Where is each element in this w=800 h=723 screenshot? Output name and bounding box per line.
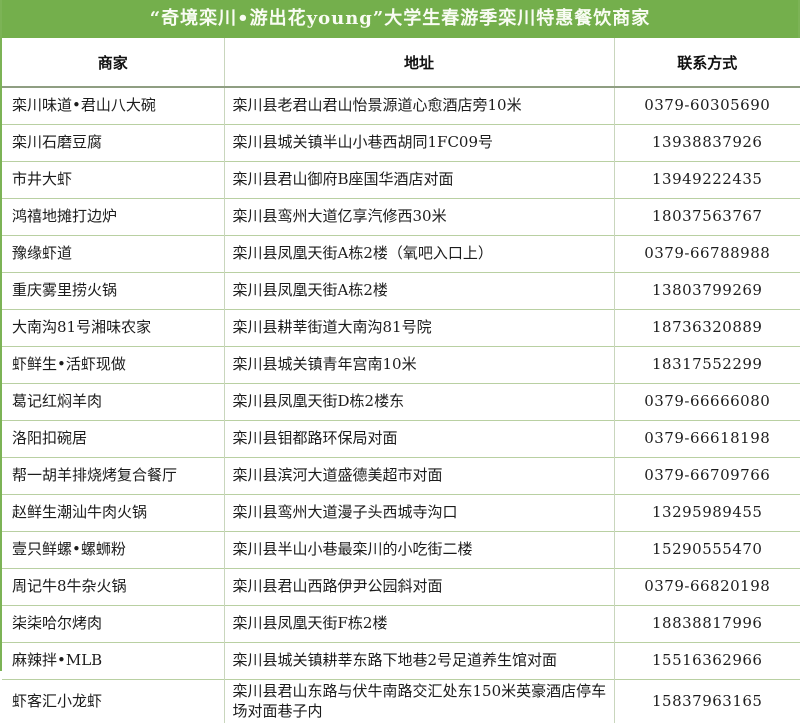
address-cell: 栾川县耕莘街道大南沟81号院: [224, 310, 614, 347]
phone-cell: 0379-66618198: [614, 421, 800, 458]
merchant-name-cell: 葛记红焖羊肉: [2, 384, 224, 421]
merchant-name-cell: 重庆雾里捞火锅: [2, 273, 224, 310]
merchant-name-cell: 栾川石磨豆腐: [2, 125, 224, 162]
address-cell: 栾川县滨河大道盛德美超市对面: [224, 458, 614, 495]
address-cell: 栾川县城关镇青年宫南10米: [224, 347, 614, 384]
promo-table-sheet: “奇境栾川•游出花young”大学生春游季栾川特惠餐饮商家 商家 地址 联系方式…: [0, 0, 800, 671]
phone-cell: 0379-66820198: [614, 569, 800, 606]
address-cell: 栾川县城关镇半山小巷西胡同1FC09号: [224, 125, 614, 162]
phone-cell: 18736320889: [614, 310, 800, 347]
merchant-name-cell: 洛阳扣碗居: [2, 421, 224, 458]
merchant-name-cell: 麻辣拌•MLB: [2, 643, 224, 680]
merchant-name-cell: 壹只鲜螺•螺蛳粉: [2, 532, 224, 569]
merchant-name-cell: 市井大虾: [2, 162, 224, 199]
address-cell: 栾川县钼都路环保局对面: [224, 421, 614, 458]
merchant-name-cell: 帮一胡羊排烧烤复合餐厅: [2, 458, 224, 495]
phone-cell: 18317552299: [614, 347, 800, 384]
phone-cell: 15837963165: [614, 680, 800, 723]
address-cell: 栾川县凤凰天街A栋2楼（氧吧入口上）: [224, 236, 614, 273]
phone-cell: 15290555470: [614, 532, 800, 569]
address-cell: 栾川县君山东路与伏牛南路交汇处东150米英豪酒店停车场对面巷子内: [224, 680, 614, 723]
phone-cell: 0379-66709766: [614, 458, 800, 495]
address-cell: 栾川县城关镇耕莘东路下地巷2号足道养生馆对面: [224, 643, 614, 680]
address-cell: 栾川县凤凰天街A栋2楼: [224, 273, 614, 310]
address-cell: 栾川县君山西路伊尹公园斜对面: [224, 569, 614, 606]
merchant-name-cell: 鸿禧地摊打边炉: [2, 199, 224, 236]
phone-cell: 0379-60305690: [614, 87, 800, 125]
address-cell: 栾川县君山御府B座国华酒店对面: [224, 162, 614, 199]
address-cell: 栾川县凤凰天街F栋2楼: [224, 606, 614, 643]
merchant-name-cell: 赵鲜生潮汕牛肉火锅: [2, 495, 224, 532]
address-cell: 栾川县鸾州大道亿享汽修西30米: [224, 199, 614, 236]
column-header-contact: 联系方式: [614, 38, 800, 87]
discount-restaurants-table: 商家 地址 联系方式 栾川味道•君山八大碗栾川县老君山君山怡景源道心愈酒店旁10…: [2, 38, 800, 723]
phone-cell: 18838817996: [614, 606, 800, 643]
header-row: 商家 地址 联系方式: [2, 38, 800, 87]
merchant-name-cell: 周记牛8牛杂火锅: [2, 569, 224, 606]
phone-cell: 18037563767: [614, 199, 800, 236]
merchant-name-cell: 虾鲜生•活虾现做: [2, 347, 224, 384]
table-row: 豫缘虾道栾川县凤凰天街A栋2楼（氧吧入口上）0379-66788988: [2, 236, 800, 273]
phone-cell: 13295989455: [614, 495, 800, 532]
phone-cell: 13949222435: [614, 162, 800, 199]
table-header: 商家 地址 联系方式: [2, 38, 800, 87]
address-cell: 栾川县凤凰天街D栋2楼东: [224, 384, 614, 421]
merchant-name-cell: 柒柒哈尔烤肉: [2, 606, 224, 643]
column-header-merchant: 商家: [2, 38, 224, 87]
merchant-name-cell: 大南沟81号湘味农家: [2, 310, 224, 347]
column-header-address: 地址: [224, 38, 614, 87]
page-title: “奇境栾川•游出花young”大学生春游季栾川特惠餐饮商家: [2, 0, 798, 38]
phone-cell: 13803799269: [614, 273, 800, 310]
merchant-name-cell: 豫缘虾道: [2, 236, 224, 273]
phone-cell: 15516362966: [614, 643, 800, 680]
phone-cell: 0379-66788988: [614, 236, 800, 273]
address-cell: 栾川县鸾州大道漫子头西城寺沟口: [224, 495, 614, 532]
merchant-name-cell: 栾川味道•君山八大碗: [2, 87, 224, 125]
address-cell: 栾川县半山小巷最栾川的小吃街二楼: [224, 532, 614, 569]
address-cell: 栾川县老君山君山怡景源道心愈酒店旁10米: [224, 87, 614, 125]
phone-cell: 13938837926: [614, 125, 800, 162]
merchant-name-cell: 虾客汇小龙虾: [2, 680, 224, 723]
phone-cell: 0379-66666080: [614, 384, 800, 421]
